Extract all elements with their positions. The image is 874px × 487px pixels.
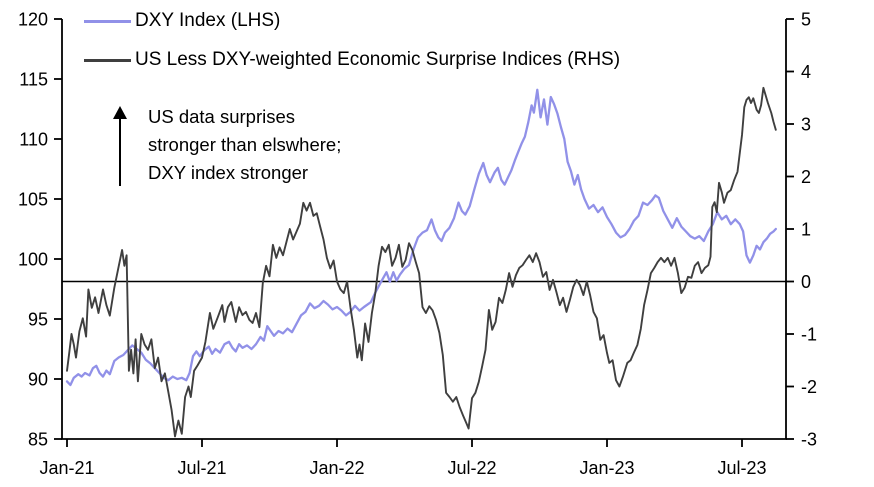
y-right-tick-label: 4 [801, 62, 811, 82]
annotation-line-1: US data surprises [148, 106, 296, 127]
y-left-tick-label: 105 [18, 190, 48, 210]
y-left-tick-label: 115 [19, 70, 48, 90]
arrow-head [112, 106, 127, 119]
x-tick-label: Jan-22 [309, 458, 364, 478]
annotation-line-3: DXY index stronger [148, 162, 309, 183]
esi-line [66, 86, 777, 438]
y-right-tick-label: 1 [801, 220, 811, 240]
annotation: US data surprises stronger than elswhere… [148, 103, 341, 187]
x-tick-label: Jan-21 [39, 458, 94, 478]
y-left-tick-label: 85 [28, 430, 48, 450]
x-tick-label: Jul-22 [447, 458, 496, 478]
y-right-tick-label: -1 [801, 325, 817, 345]
dxy-legend-label: DXY Index (LHS) [135, 10, 281, 31]
y-left-tick-label: 100 [18, 250, 48, 270]
y-right-tick-label: 3 [801, 115, 811, 135]
y-right-tick-label: 0 [801, 272, 811, 292]
esi-legend-label: US Less DXY-weighted Economic Surprise I… [135, 49, 621, 70]
dxy-line [65, 88, 777, 387]
y-left-tick-label: 120 [18, 10, 48, 30]
dxy-line-swatch [84, 19, 131, 23]
y-left-tick-label: 95 [28, 310, 48, 330]
y-left-tick-label: 90 [28, 370, 48, 390]
y-right-tick-label: 2 [801, 167, 811, 187]
x-tick-label: Jan-23 [579, 458, 634, 478]
annotation-line-2: stronger than elswhere; [148, 134, 342, 155]
y-right-tick-label: -2 [801, 377, 817, 397]
legend-item-esi: US Less DXY-weighted Economic Surprise I… [84, 47, 620, 73]
legend: DXY Index (LHS) US Less DXY-weighted Eco… [84, 8, 620, 73]
y-right-tick-label: -3 [801, 430, 817, 450]
esi-line-swatch [84, 58, 131, 62]
up-arrow-icon [112, 106, 127, 186]
legend-item-dxy: DXY Index (LHS) [84, 8, 620, 34]
arrow-stem [118, 119, 121, 186]
x-tick-label: Jul-21 [177, 458, 226, 478]
y-left-tick-label: 110 [19, 130, 48, 150]
y-right-tick-label: 5 [801, 10, 811, 30]
x-tick-label: Jul-23 [717, 458, 766, 478]
